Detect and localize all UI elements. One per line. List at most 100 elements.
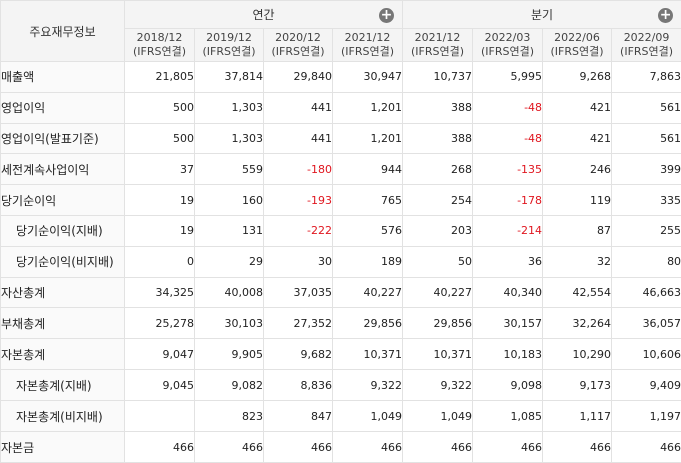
period-standard: (IFRS연결) [403, 45, 472, 59]
quarter-expand-plus-icon[interactable]: + [658, 8, 673, 23]
value-cell: 9,322 [403, 370, 473, 401]
row-label: 당기순이익(비지배) [1, 246, 125, 277]
value-cell: -178 [473, 185, 543, 216]
period-standard: (IFRS연결) [125, 45, 194, 59]
period-date: 2022/06 [543, 31, 611, 45]
value-cell: -48 [473, 123, 543, 154]
value-cell: 1,085 [473, 401, 543, 432]
period-date: 2018/12 [125, 31, 194, 45]
value-cell: 500 [125, 92, 195, 123]
value-cell: 561 [612, 123, 681, 154]
value-cell: 421 [543, 123, 612, 154]
value-cell: 9,047 [125, 339, 195, 370]
period-standard: (IFRS연결) [333, 45, 402, 59]
value-cell: 9,173 [543, 370, 612, 401]
period-header: 2022/06(IFRS연결) [543, 29, 612, 62]
value-cell: 30 [264, 246, 333, 277]
value-cell: 7,863 [612, 62, 681, 93]
value-cell: 19 [125, 185, 195, 216]
value-cell: 9,409 [612, 370, 681, 401]
value-cell: 576 [333, 215, 403, 246]
annual-label: 연간 [252, 8, 274, 22]
value-cell: 25,278 [125, 308, 195, 339]
value-cell: 37 [125, 154, 195, 185]
value-cell: 189 [333, 246, 403, 277]
value-cell: 255 [612, 215, 681, 246]
value-cell: 19 [125, 215, 195, 246]
row-label: 영업이익 [1, 92, 125, 123]
row-label: 자본총계 [1, 339, 125, 370]
value-cell: 21,805 [125, 62, 195, 93]
value-cell: 9,045 [125, 370, 195, 401]
value-cell: 80 [612, 246, 681, 277]
value-cell: 160 [195, 185, 264, 216]
period-standard: (IFRS연결) [612, 45, 681, 59]
value-cell: 10,183 [473, 339, 543, 370]
row-label: 매출액 [1, 62, 125, 93]
value-cell: 441 [264, 123, 333, 154]
row-label: 세전계속사업이익 [1, 154, 125, 185]
value-cell: 37,814 [195, 62, 264, 93]
value-cell: 1,201 [333, 123, 403, 154]
value-cell: 36 [473, 246, 543, 277]
value-cell: 335 [612, 185, 681, 216]
value-cell: 50 [403, 246, 473, 277]
value-cell: 466 [195, 432, 264, 463]
period-date: 2022/03 [473, 31, 542, 45]
value-cell: 10,737 [403, 62, 473, 93]
annual-group-header: 연간 + [125, 1, 403, 29]
quarter-group-header: 분기 + [403, 1, 681, 29]
period-date: 2021/12 [403, 31, 472, 45]
annual-expand-plus-icon[interactable]: + [379, 8, 394, 23]
value-cell: 29 [195, 246, 264, 277]
value-cell: 1,117 [543, 401, 612, 432]
value-cell: 466 [125, 432, 195, 463]
value-cell: 40,008 [195, 277, 264, 308]
value-cell: 203 [403, 215, 473, 246]
value-cell: 119 [543, 185, 612, 216]
value-cell: 30,103 [195, 308, 264, 339]
value-cell: 944 [333, 154, 403, 185]
value-cell: 399 [612, 154, 681, 185]
value-cell: 29,856 [333, 308, 403, 339]
row-label: 부채총계 [1, 308, 125, 339]
quarter-label: 분기 [531, 8, 553, 22]
row-label: 영업이익(발표기준) [1, 123, 125, 154]
value-cell: 10,371 [333, 339, 403, 370]
row-label: 자본총계(비지배) [1, 401, 125, 432]
value-cell: 1,201 [333, 92, 403, 123]
period-date: 2022/09 [612, 31, 681, 45]
value-cell: 30,157 [473, 308, 543, 339]
value-cell: -222 [264, 215, 333, 246]
period-header: 2022/09(IFRS연결) [612, 29, 681, 62]
value-cell: 246 [543, 154, 612, 185]
value-cell: 40,227 [403, 277, 473, 308]
row-label: 자산총계 [1, 277, 125, 308]
value-cell: 32 [543, 246, 612, 277]
value-cell: -180 [264, 154, 333, 185]
value-cell: 9,268 [543, 62, 612, 93]
period-header: 2021/12(IFRS연결) [333, 29, 403, 62]
value-cell: 9,322 [333, 370, 403, 401]
value-cell: -193 [264, 185, 333, 216]
value-cell: 27,352 [264, 308, 333, 339]
row-label: 당기순이익(지배) [1, 215, 125, 246]
value-cell: 9,082 [195, 370, 264, 401]
value-cell: 29,856 [403, 308, 473, 339]
period-standard: (IFRS연결) [473, 45, 542, 59]
period-standard: (IFRS연결) [264, 45, 332, 59]
value-cell: 500 [125, 123, 195, 154]
value-cell: 30,947 [333, 62, 403, 93]
period-date: 2020/12 [264, 31, 332, 45]
